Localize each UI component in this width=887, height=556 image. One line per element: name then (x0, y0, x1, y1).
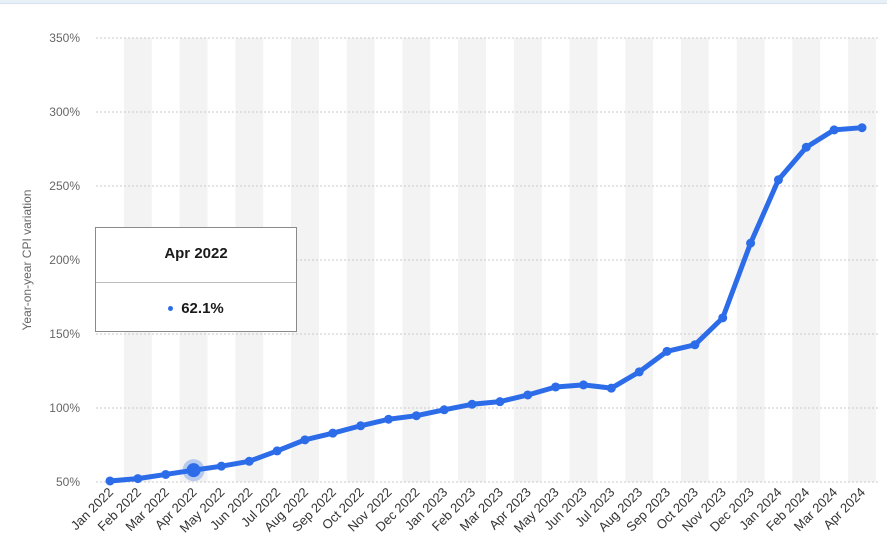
data-point[interactable] (606, 383, 616, 393)
top-strip (0, 0, 887, 4)
y-tick-label: 50% (56, 475, 80, 489)
data-tooltip: Apr 2022 62.1% (95, 227, 297, 332)
gridlines (96, 37, 880, 483)
data-point[interactable] (634, 367, 644, 377)
data-point[interactable] (244, 456, 254, 466)
data-point[interactable] (356, 421, 366, 431)
data-point[interactable] (300, 435, 310, 445)
data-point[interactable] (439, 405, 449, 415)
data-point[interactable] (105, 476, 115, 486)
data-point[interactable] (495, 397, 505, 407)
y-tick-label: 300% (49, 105, 80, 119)
data-point[interactable] (857, 123, 867, 133)
data-point[interactable] (718, 313, 728, 323)
data-point[interactable] (578, 380, 588, 390)
data-point[interactable] (801, 142, 811, 152)
data-point[interactable] (773, 175, 783, 185)
data-point[interactable] (690, 340, 700, 350)
tooltip-title: Apr 2022 (96, 228, 296, 283)
series-line (107, 125, 865, 484)
data-point[interactable] (133, 474, 143, 484)
y-tick-label: 350% (49, 31, 80, 45)
data-point[interactable] (746, 238, 756, 248)
data-point[interactable] (384, 414, 394, 424)
series-dot-icon (168, 305, 174, 311)
y-tick-label: 150% (49, 327, 80, 341)
series-group (105, 123, 867, 486)
data-point[interactable] (161, 469, 171, 479)
data-point[interactable] (186, 463, 201, 478)
data-point[interactable] (523, 390, 533, 400)
data-point[interactable] (467, 399, 477, 409)
data-point[interactable] (551, 382, 561, 392)
data-point[interactable] (272, 446, 282, 456)
data-point[interactable] (829, 125, 839, 135)
tooltip-body: 62.1% (96, 283, 296, 333)
y-tick-label: 250% (49, 179, 80, 193)
data-point[interactable] (328, 428, 338, 438)
y-axis-label: Year-on-year CPI variation (20, 190, 34, 331)
data-point[interactable] (662, 346, 672, 356)
data-point[interactable] (411, 411, 421, 421)
y-tick-label: 100% (49, 401, 80, 415)
y-tick-label: 200% (49, 253, 80, 267)
y-axis-ticks: 50% 100% 150% 200% 250% 300% 350% (49, 31, 80, 489)
data-point[interactable] (216, 461, 226, 471)
tooltip-value: 62.1% (181, 299, 224, 317)
